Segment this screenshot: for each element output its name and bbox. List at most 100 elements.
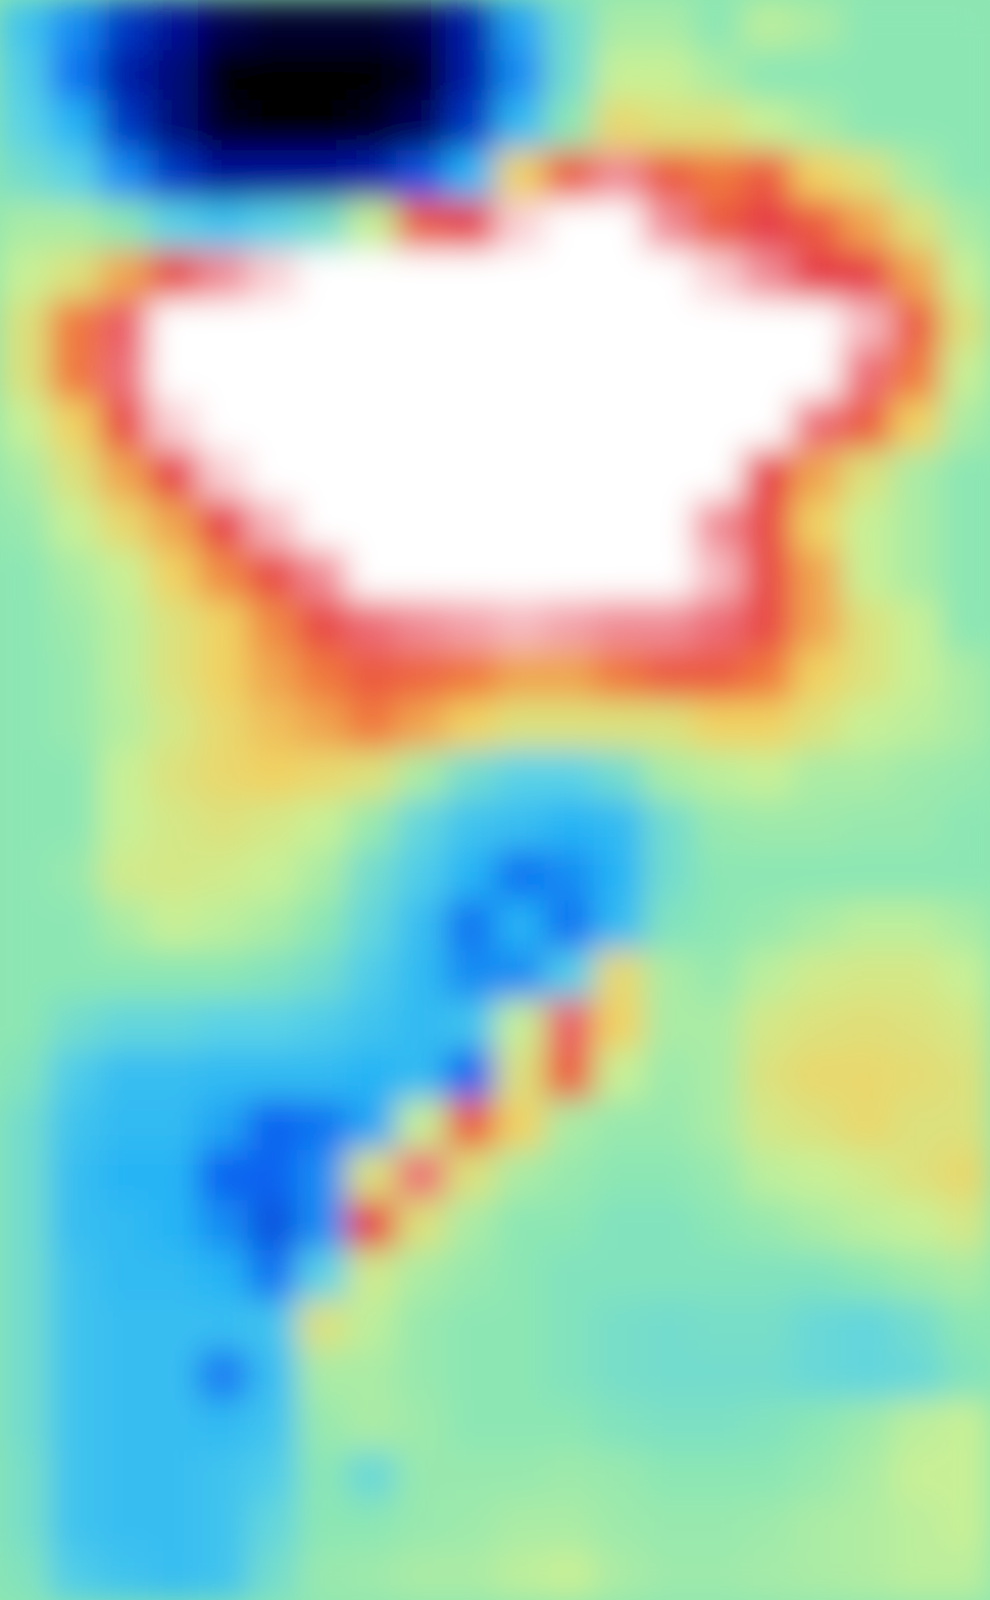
heatmap-cell bbox=[693, 200, 743, 251]
heatmap-cell bbox=[792, 150, 842, 201]
heatmap-cell bbox=[544, 249, 595, 301]
heatmap-cell bbox=[148, 0, 199, 51]
heatmap-cell bbox=[940, 849, 990, 901]
heatmap-cell bbox=[693, 349, 743, 401]
heatmap-cell bbox=[148, 1449, 199, 1500]
heatmap-cell bbox=[891, 49, 941, 101]
heatmap-cell bbox=[445, 1149, 496, 1200]
heatmap-cell bbox=[643, 1099, 694, 1151]
heatmap-cell bbox=[0, 1149, 50, 1200]
heatmap-cell bbox=[396, 749, 446, 801]
heatmap-cell bbox=[396, 1149, 446, 1200]
heatmap-cell bbox=[346, 700, 397, 751]
heatmap-cell bbox=[891, 200, 941, 251]
heatmap-cell bbox=[198, 1399, 248, 1450]
heatmap-cell bbox=[742, 249, 793, 301]
heatmap-cell bbox=[891, 1449, 941, 1500]
heatmap-cell bbox=[148, 700, 199, 751]
heatmap-cell bbox=[544, 549, 595, 601]
heatmap-cell bbox=[49, 1299, 100, 1351]
heatmap-cell bbox=[297, 249, 347, 301]
heatmap-cell bbox=[0, 1549, 50, 1600]
heatmap-cell bbox=[742, 499, 793, 551]
heatmap-cell bbox=[99, 849, 149, 901]
heatmap-cell bbox=[396, 899, 446, 950]
heatmap-cell bbox=[297, 299, 347, 351]
heatmap-cell bbox=[594, 1349, 644, 1401]
heatmap-cell bbox=[99, 1199, 149, 1251]
heatmap-cell bbox=[940, 1399, 990, 1450]
heatmap-cell bbox=[742, 1249, 793, 1301]
heatmap-cell bbox=[495, 499, 545, 551]
heatmap-cell bbox=[396, 700, 446, 751]
heatmap-cell bbox=[940, 1199, 990, 1251]
heatmap-cell bbox=[247, 549, 298, 601]
heatmap-cell bbox=[0, 400, 50, 451]
heatmap-cell bbox=[792, 1399, 842, 1450]
heatmap-cell bbox=[594, 1049, 644, 1101]
heatmap-cell bbox=[693, 499, 743, 551]
heatmap-cell bbox=[940, 549, 990, 601]
heatmap-cell bbox=[940, 749, 990, 801]
heatmap-cell bbox=[445, 49, 496, 101]
heatmap-cell bbox=[495, 999, 545, 1051]
heatmap-cell bbox=[445, 150, 496, 201]
heatmap-cell bbox=[396, 1549, 446, 1600]
heatmap-cell bbox=[693, 0, 743, 51]
heatmap-cell bbox=[346, 249, 397, 301]
heatmap-cell bbox=[99, 249, 149, 301]
heatmap-cell bbox=[198, 949, 248, 1001]
heatmap-cell bbox=[445, 1099, 496, 1151]
heatmap-cell bbox=[594, 1399, 644, 1450]
heatmap-cell bbox=[99, 450, 149, 501]
heatmap-cell bbox=[841, 1149, 892, 1200]
heatmap-cell bbox=[198, 700, 248, 751]
heatmap-cell bbox=[396, 299, 446, 351]
heatmap-cell bbox=[148, 949, 199, 1001]
heatmap-cell bbox=[247, 799, 298, 851]
heatmap-cell bbox=[445, 549, 496, 601]
heatmap-cell bbox=[594, 400, 644, 451]
heatmap-cell bbox=[891, 649, 941, 701]
heatmap-cell bbox=[594, 299, 644, 351]
heatmap-cell bbox=[792, 400, 842, 451]
heatmap-cell bbox=[891, 499, 941, 551]
heatmap-cell bbox=[792, 249, 842, 301]
heatmap-cell bbox=[891, 549, 941, 601]
heatmap-cell bbox=[544, 400, 595, 451]
heatmap-cell bbox=[544, 649, 595, 701]
heatmap-cell bbox=[445, 349, 496, 401]
heatmap-cell bbox=[247, 400, 298, 451]
heatmap-cell bbox=[594, 799, 644, 851]
heatmap-cell bbox=[792, 799, 842, 851]
heatmap-cell bbox=[891, 599, 941, 651]
heatmap-cell bbox=[792, 849, 842, 901]
heatmap-cell bbox=[891, 150, 941, 201]
heatmap-cell bbox=[247, 700, 298, 751]
heatmap-cell bbox=[346, 599, 397, 651]
heatmap-cell bbox=[148, 150, 199, 201]
heatmap-cell bbox=[49, 499, 100, 551]
heatmap-cell bbox=[940, 1549, 990, 1600]
heatmap-cell bbox=[396, 649, 446, 701]
heatmap-cell bbox=[742, 1549, 793, 1600]
heatmap-cell bbox=[297, 1499, 347, 1551]
heatmap-cell bbox=[99, 1349, 149, 1401]
heatmap-cell bbox=[495, 1549, 545, 1600]
heatmap-cell bbox=[396, 1099, 446, 1151]
heatmap-cell bbox=[396, 1049, 446, 1101]
heatmap-cell bbox=[247, 349, 298, 401]
heatmap-cell bbox=[940, 299, 990, 351]
heatmap-cell bbox=[495, 899, 545, 950]
heatmap-cell bbox=[148, 1049, 199, 1101]
heatmap-cell bbox=[742, 450, 793, 501]
heatmap-cell bbox=[594, 999, 644, 1051]
heatmap-cell bbox=[99, 1149, 149, 1200]
heatmap-cell bbox=[49, 150, 100, 201]
heatmap-cell bbox=[841, 0, 892, 51]
heatmap-cell bbox=[198, 0, 248, 51]
heatmap-cell bbox=[297, 700, 347, 751]
heatmap-cell bbox=[643, 200, 694, 251]
heatmap-cell bbox=[643, 349, 694, 401]
cells bbox=[0, 0, 990, 1600]
